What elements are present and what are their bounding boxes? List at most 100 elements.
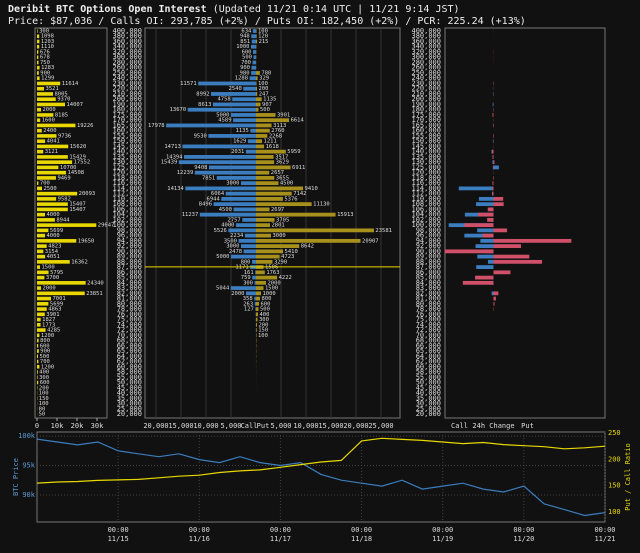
total-bar (37, 354, 38, 358)
put-bar (256, 286, 264, 290)
put-bar (256, 134, 267, 138)
total-bar (37, 250, 43, 254)
call-bar (200, 213, 256, 217)
y-tick-label: 100k (18, 432, 36, 440)
y-axis-title: BTC Price (12, 458, 20, 496)
value-label: 5526 (214, 228, 227, 234)
call-bar (236, 223, 256, 227)
call-bar (239, 239, 257, 243)
total-bar (37, 103, 65, 107)
value-label: 5959 (287, 149, 300, 155)
value-label: 3121 (45, 149, 58, 155)
total-bar (37, 55, 38, 59)
put-change-bar (493, 166, 494, 170)
value-label: 15407 (69, 207, 86, 213)
put-bar (256, 333, 257, 337)
put-change-bar (445, 249, 494, 253)
put-bar (256, 276, 277, 280)
value-label: 9530 (194, 133, 207, 139)
put-bar (256, 124, 272, 128)
value-label: 1600 (42, 118, 55, 124)
strike-label: 20,000 (416, 410, 441, 418)
total-bar (37, 208, 68, 212)
y-tick-label: 90k (22, 491, 35, 499)
total-bar (37, 34, 39, 38)
strike-label: 20,000 (117, 410, 142, 418)
put-change-bar (493, 197, 503, 201)
put-change-bar (493, 160, 494, 164)
x-tick-label: 00:00 (270, 526, 291, 534)
value-label: 6614 (291, 118, 305, 124)
x-tick-label: 15,000 (318, 422, 343, 430)
total-bar (37, 192, 77, 196)
x-tick-label: 5,000 (220, 422, 241, 430)
total-bar (37, 239, 76, 243)
axis-side-label: Put (521, 422, 534, 430)
x-tick-label: 00:00 (108, 526, 129, 534)
call-bar (185, 186, 256, 190)
x-tick-label: 15,000 (168, 422, 193, 430)
total-bar (37, 349, 39, 353)
value-label: 20907 (362, 238, 379, 244)
total-bar (37, 134, 56, 138)
put-bar (256, 186, 303, 190)
call-change-bar (476, 244, 494, 248)
call-change-bar (476, 265, 493, 269)
put-bar (256, 323, 257, 327)
x-tick-label: 5,000 (270, 422, 291, 430)
call-bar (217, 176, 256, 180)
put-bar (256, 260, 272, 264)
put-bar (256, 34, 257, 38)
x-tick-label: 10,000 (193, 422, 218, 430)
call-bar (255, 281, 257, 285)
x-tick-label: 10,000 (293, 422, 318, 430)
value-label: 2478 (229, 249, 242, 255)
call-bar (252, 260, 256, 264)
call-bar (184, 155, 256, 159)
total-bar (37, 71, 39, 75)
title: Deribit BTC Options Open Interest (8, 3, 207, 15)
x-tick-label: 20k (71, 422, 84, 430)
value-label: 23851 (86, 291, 103, 297)
value-label: 24340 (87, 280, 104, 286)
value-label: 11237 (182, 212, 199, 218)
call-bar (252, 40, 256, 44)
total-bar (37, 260, 70, 264)
put-change-bar (493, 291, 498, 295)
value-label: 6911 (292, 165, 305, 171)
value-label: 9736 (58, 133, 71, 139)
call-change-bar (476, 202, 493, 206)
value-label: 4041 (47, 139, 60, 145)
value-label: 2031 (231, 149, 244, 155)
total-bar (37, 276, 44, 280)
call-bar (254, 55, 257, 59)
call-bar (255, 270, 256, 274)
call-bar (213, 103, 256, 107)
put-change-bar (493, 297, 495, 301)
value-label: 9469 (57, 175, 70, 181)
value-label: 8992 (196, 91, 209, 97)
total-bar (37, 234, 45, 238)
x-tick-label: 00:00 (432, 526, 453, 534)
change-panel (445, 28, 605, 418)
call-bar (251, 71, 256, 75)
value-label: 4500 (280, 181, 293, 187)
value-label: 500 (260, 107, 270, 113)
total-bar (37, 61, 39, 65)
call-bar (242, 218, 256, 222)
call-bar (231, 113, 256, 117)
call-bar (211, 92, 256, 96)
put-change-bar (493, 270, 510, 274)
value-label: 19226 (77, 123, 94, 129)
call-change-bar (488, 260, 494, 264)
put-bar (256, 239, 361, 243)
value-label: 2540 (229, 86, 242, 92)
value-label: 7851 (202, 175, 215, 181)
updated: (Updated 11/21 0:14 UTC | 11/21 9:14 JST… (213, 4, 460, 15)
put-change-bar (475, 276, 493, 280)
call-bar (232, 97, 256, 101)
call-bar (182, 145, 256, 149)
put-bar (256, 76, 258, 80)
total-bar (37, 255, 45, 259)
